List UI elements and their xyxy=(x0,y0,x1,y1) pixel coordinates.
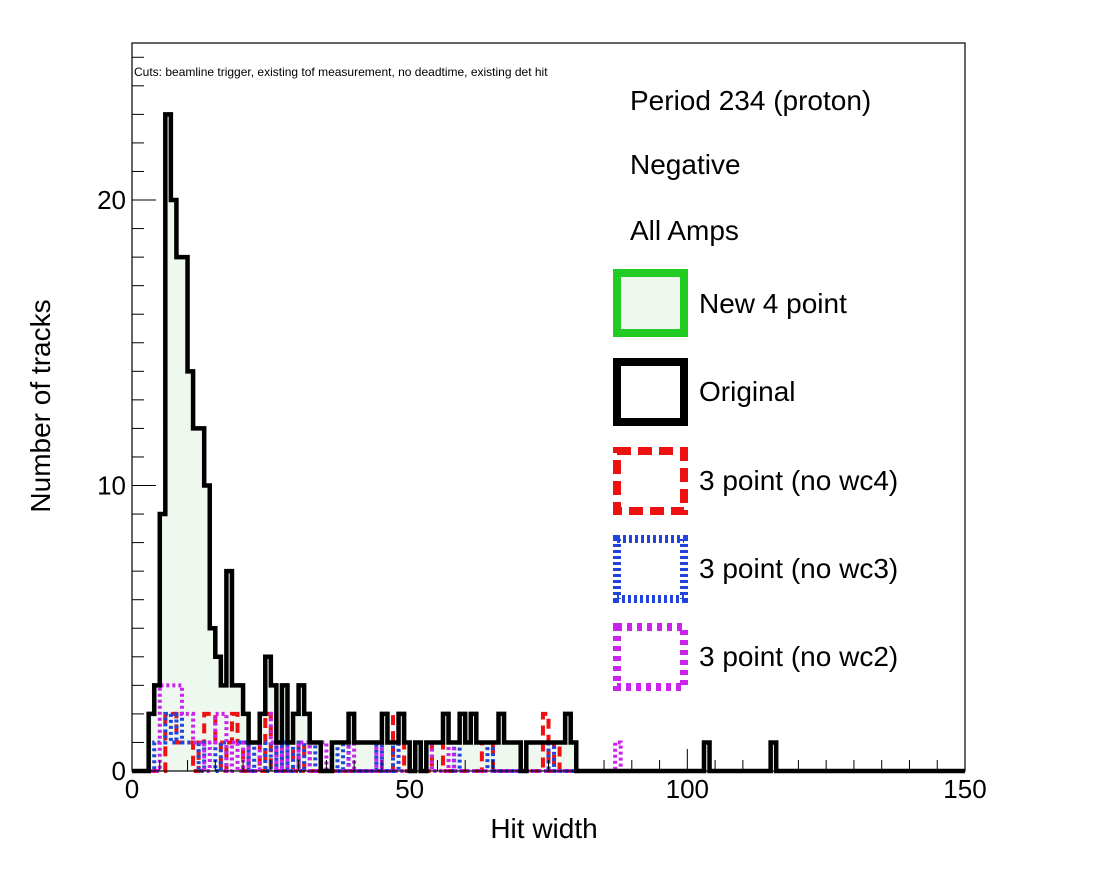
x-tick-label: 100 xyxy=(666,774,709,804)
legend-swatch-no-wc3 xyxy=(613,535,688,603)
legend-swatch-original xyxy=(613,358,688,426)
y-tick-label: 0 xyxy=(112,756,126,786)
cuts-note: Cuts: beamline trigger, existing tof mea… xyxy=(134,65,548,79)
y-tick-label: 20 xyxy=(97,185,126,215)
x-tick-label: 50 xyxy=(395,774,424,804)
series-original xyxy=(132,112,965,774)
legend-swatch-new-4-point xyxy=(613,269,688,337)
x-tick-label: 150 xyxy=(943,774,986,804)
y-axis-label: Number of tracks xyxy=(25,299,56,512)
legend-label-no-wc4: 3 point (no wc4) xyxy=(699,465,898,496)
legend-label-no-wc3: 3 point (no wc3) xyxy=(699,553,898,584)
annotation-amps: All Amps xyxy=(630,215,739,246)
legend-swatch-no-wc4 xyxy=(613,447,688,515)
y-axis: 0 10 20 xyxy=(97,56,156,786)
series-3-point-no-wc2 xyxy=(132,683,965,773)
legend-label-original: Original xyxy=(699,376,795,407)
legend-item-no-wc4: 3 point (no wc4) xyxy=(613,447,898,515)
annotation-period: Period 234 (proton) xyxy=(630,85,871,116)
annotation-charge: Negative xyxy=(630,149,741,180)
legend-item-no-wc3: 3 point (no wc3) xyxy=(613,535,898,603)
x-tick-label: 0 xyxy=(125,774,139,804)
legend-item-new-4-point: New 4 point xyxy=(613,269,847,337)
series-layer xyxy=(132,112,965,774)
y-tick-label: 10 xyxy=(97,471,126,501)
legend-label-no-wc2: 3 point (no wc2) xyxy=(699,641,898,672)
legend-item-no-wc2: 3 point (no wc2) xyxy=(613,623,898,691)
legend-label-new-4-point: New 4 point xyxy=(699,288,847,319)
legend: New 4 point Original 3 point (no wc4) 3 … xyxy=(613,269,898,691)
x-axis-label: Hit width xyxy=(490,813,597,844)
legend-item-original: Original xyxy=(613,358,795,426)
legend-swatch-no-wc2 xyxy=(613,623,688,691)
x-axis: 0 50 100 150 xyxy=(125,749,987,804)
